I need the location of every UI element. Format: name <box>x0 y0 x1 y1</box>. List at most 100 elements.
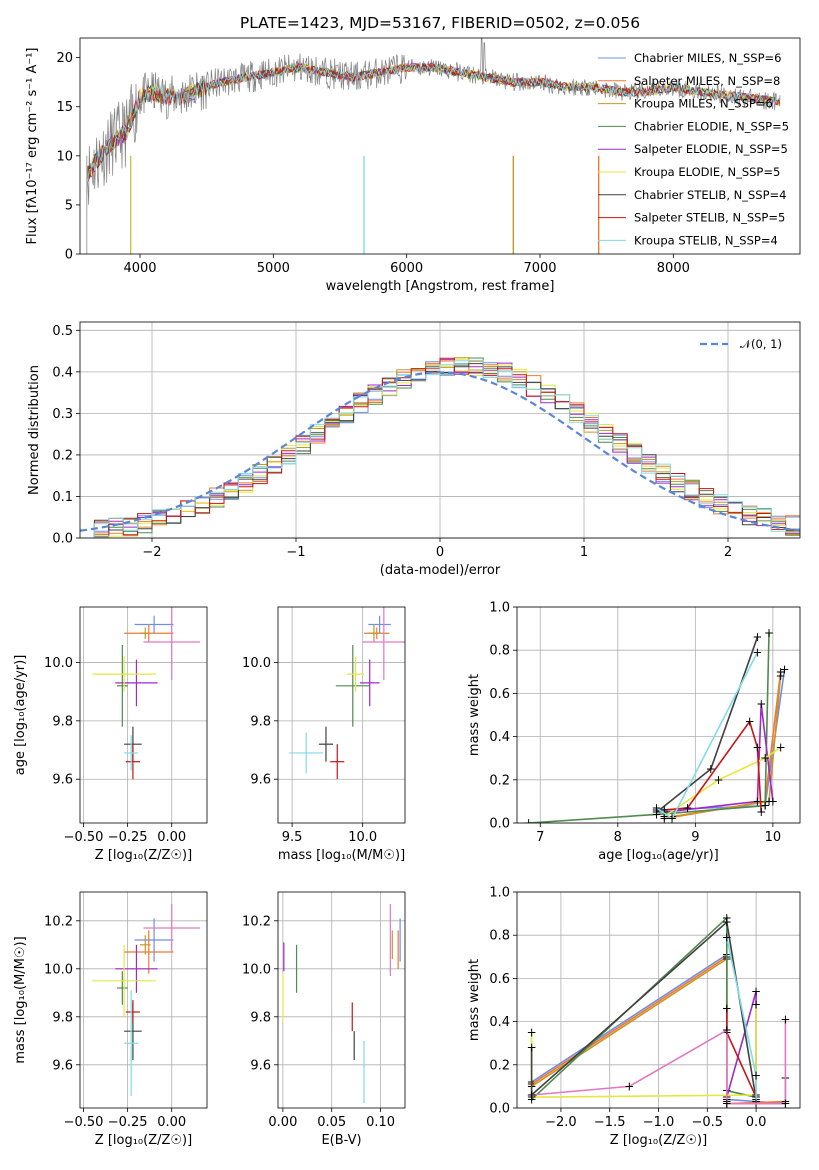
weight-marker: + <box>768 794 778 808</box>
y-tick-label: 10.0 <box>242 962 271 977</box>
y-tick-label: 9.6 <box>52 1058 73 1073</box>
weight-marker: + <box>714 773 724 787</box>
weight-marker: + <box>659 803 669 817</box>
legend-entry: Chabrier STELIB, N_SSP=4 <box>634 188 786 202</box>
weight-marker: + <box>527 1025 537 1039</box>
y-tick-label: 0.2 <box>489 773 510 788</box>
weight-marker: + <box>683 801 693 815</box>
y-tick-label: 9.6 <box>250 773 271 788</box>
weight-marker: + <box>752 630 762 644</box>
y-axis-label: mass weight <box>467 674 482 756</box>
y-tick-label: 0.8 <box>489 929 510 944</box>
weight-marker: + <box>722 1023 732 1037</box>
y-tick-label: 9.6 <box>52 773 73 788</box>
x-tick-label: 7000 <box>523 261 556 276</box>
x-axis-label: (data-model)/error <box>380 563 501 578</box>
y-tick-label: 9.6 <box>250 1058 271 1073</box>
weight-marker: + <box>659 805 669 819</box>
weight-marker: + <box>722 930 732 944</box>
y-tick-label: 15 <box>56 100 73 115</box>
weight-marker: + <box>527 1092 537 1106</box>
x-tick-label: 4000 <box>123 261 156 276</box>
weight-marker: + <box>756 697 766 711</box>
y-tick-label: 0.8 <box>489 644 510 659</box>
weight-marker: + <box>524 816 534 830</box>
weight-line <box>664 704 774 813</box>
x-tick-label: −0.50 <box>64 830 104 845</box>
weight-marker: + <box>764 626 774 640</box>
y-tick-label: 10.2 <box>242 914 271 929</box>
weight-marker: + <box>527 1041 537 1055</box>
legend-entry: Chabrier MILES, N_SSP=6 <box>634 51 781 65</box>
x-tick-label: −1.0 <box>643 1115 675 1130</box>
y-axis-label: Flux [fλ10⁻¹⁷ erg cm⁻² s⁻¹ A⁻¹] <box>25 48 40 245</box>
x-tick-label: −2 <box>142 545 161 560</box>
weight-marker: + <box>752 740 762 754</box>
weight-line <box>530 920 757 1100</box>
spectrum-legend: Chabrier MILES, N_SSP=6 Salpeter MILES, N… <box>598 51 789 247</box>
y-tick-label: 5 <box>65 198 73 213</box>
y-tick-label: 9.8 <box>52 714 73 729</box>
x-tick-label: 8 <box>614 830 622 845</box>
y-tick-label: 9.8 <box>52 1010 73 1025</box>
y-tick-label: 0.4 <box>489 730 510 745</box>
weight-marker: + <box>652 805 662 819</box>
x-tick-label: 8000 <box>657 261 690 276</box>
y-tick-label: 10.0 <box>44 656 73 671</box>
axes-frame <box>79 891 208 1109</box>
residual-histogram-step <box>80 359 800 538</box>
spectrum-title: PLATE=1423, MJD=53167, FIBERID=0502, z=0… <box>240 14 640 32</box>
x-tick-label: 0 <box>436 545 444 560</box>
x-tick-label: 2 <box>724 545 732 560</box>
y-axis-label: Normed distribution <box>27 365 42 495</box>
y-tick-label: 0.5 <box>52 324 73 339</box>
x-tick-label: −2.0 <box>545 1115 577 1130</box>
x-axis-label: Z [log₁₀(Z/Z☉)] <box>610 1133 707 1148</box>
legend-entry: Chabrier ELODIE, N_SSP=5 <box>634 119 789 133</box>
weight-marker: + <box>652 807 662 821</box>
model-spectrum-line <box>86 63 781 185</box>
legend-entry: Salpeter MILES, N_SSP=8 <box>634 74 780 88</box>
plot-area <box>289 607 405 780</box>
x-tick-label: 6000 <box>390 261 423 276</box>
weight-marker: + <box>706 762 716 776</box>
x-tick-label: −1.5 <box>594 1115 626 1130</box>
plot-area: +++ +++++ +++++++ ++++++ ++++++++++++++++ ++ <box>527 911 791 1111</box>
y-axis-label: mass weight <box>467 959 482 1041</box>
metallicity-mass-panel: −0.50 −0.25 0.00 9.6 9.8 10.0 10.2 Z [log₁₀(Z/Z… <box>13 891 208 1148</box>
x-axis-label: Z [log₁₀(Z/Z☉)] <box>95 1133 192 1148</box>
y-tick-label: 0.0 <box>52 532 73 547</box>
weight-marker: + <box>722 915 732 929</box>
y-tick-label: 9.8 <box>250 1010 271 1025</box>
weight-marker: + <box>624 1079 634 1093</box>
weight-marker: + <box>756 805 766 819</box>
y-tick-label: 0.4 <box>489 1015 510 1030</box>
y-tick-label: 9.8 <box>250 714 271 729</box>
y-tick-label: 1.0 <box>489 601 510 616</box>
x-tick-label: 0.10 <box>366 1115 395 1130</box>
x-axis-label: age [log₁₀(age/yr)] <box>598 848 719 863</box>
weight-line <box>671 676 782 818</box>
y-tick-label: 20 <box>56 51 73 66</box>
plot-area <box>85 38 781 254</box>
weight-marker: + <box>760 751 770 765</box>
x-tick-label: −0.25 <box>108 830 148 845</box>
weight-line <box>663 746 782 818</box>
weight-marker: + <box>652 803 662 817</box>
y-tick-label: 0.1 <box>52 490 73 505</box>
weight-line <box>528 632 770 823</box>
x-axis-label: mass [log₁₀(M/M☉)] <box>278 848 405 863</box>
weight-marker: + <box>722 1097 732 1111</box>
weight-marker: + <box>527 1088 537 1102</box>
axes-frame <box>277 606 406 824</box>
extinction-mass-panel: 0.00 0.05 0.10 9.6 9.8 10.0 10.2 E(B-V) <box>242 891 406 1148</box>
weight-marker: + <box>760 799 770 813</box>
age-weight-panel: 7 8 9 10 0.0 0.2 0.4 0.6 0.8 1.0 age [log₁₀(age/yr… <box>467 601 801 863</box>
x-tick-label: 0.00 <box>268 1115 297 1130</box>
residual-histogram-panel: −2 −1 0 1 2 0.0 0.1 0.2 0.3 0.4 0.5 (data-model)/er… <box>27 321 801 578</box>
y-tick-label: 0.3 <box>52 407 73 422</box>
plot-area: + ++++++++++++++++++++++++ +++++++ <box>524 626 790 830</box>
plot-area <box>92 607 200 780</box>
x-tick-label: 7 <box>536 830 544 845</box>
